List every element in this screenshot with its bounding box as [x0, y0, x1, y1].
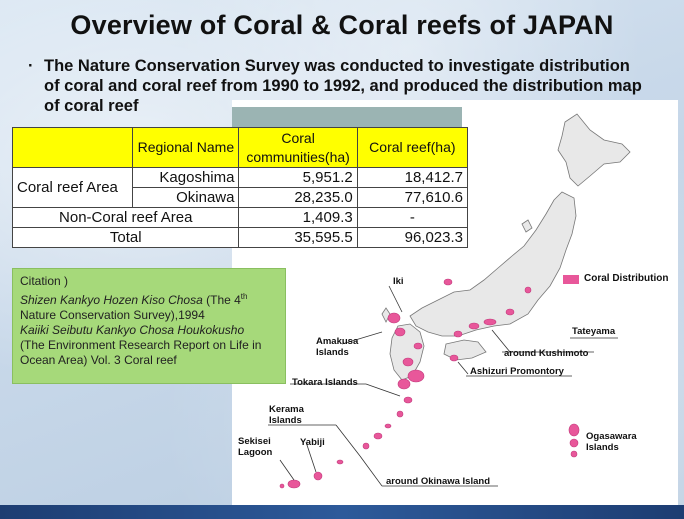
row-group-label: Coral reef Area: [11, 167, 134, 208]
table-header-cell: Coral reef(ha): [356, 127, 469, 168]
table-cell: 77,610.6: [356, 187, 469, 208]
table-cell: 28,235.0: [238, 187, 358, 208]
map-label-kerama: Kerama Islands: [269, 404, 304, 426]
citation-text: Nature Conservation Survey),1994: [20, 308, 205, 322]
map-label-tokara: Tokara Islands: [292, 377, 358, 388]
table-header-cell: Coral communities(ha): [238, 127, 358, 168]
citation-line-3: (The Environment Research Report on Life…: [20, 338, 262, 367]
map-label-amakusa: Amakusa Islands: [316, 336, 359, 358]
table-cell: Total: [11, 227, 240, 248]
table-cell: 35,595.5: [238, 227, 358, 248]
slide-title: Overview of Coral & Coral reefs of JAPAN: [70, 10, 614, 40]
map-label-okinawa: around Okinawa Island: [386, 476, 490, 487]
citation-line-2: Kaiiki Seibutu Kankyo Chosa Houkokusho: [20, 323, 278, 338]
map-label-yabiji: Yabiji: [300, 437, 325, 448]
table-cell: 1,409.3: [238, 207, 358, 228]
citation-line-1: Shizen Kankyo Hozen Kiso Chosa (The 4th …: [20, 289, 278, 323]
table-cell: Kagoshima: [132, 167, 240, 188]
table-row: Okinawa 28,235.0 77,610.6: [13, 187, 469, 208]
decorative-bar: [232, 107, 462, 127]
bullet-dot-icon: ·: [28, 57, 34, 75]
table-header-cell: Regional Name: [132, 127, 240, 168]
table-row: Total 35,595.5 96,023.3: [11, 227, 469, 248]
citation-sup: th: [240, 292, 248, 301]
table-cell: 5,951.2: [238, 167, 358, 188]
japan-map: [268, 113, 631, 489]
map-label-sekisei: Sekisei Lagoon: [238, 436, 273, 458]
map-label-iki: Iki: [393, 276, 404, 287]
table-cell: 18,412.7: [356, 167, 469, 188]
table-row: Non-Coral reef Area 1,409.3 -: [11, 207, 469, 228]
map-label-ogasawara: Ogasawara Islands: [586, 431, 637, 453]
citation-box: Citation ) Shizen Kankyo Hozen Kiso Chos…: [12, 268, 286, 384]
legend-label: Coral Distribution: [584, 273, 669, 284]
intro-text: The Nature Conservation Survey was condu…: [44, 57, 642, 115]
citation-text: (The 4: [202, 293, 241, 307]
table-cell: Okinawa: [132, 187, 240, 208]
map-label-tateyama: Tateyama: [572, 326, 616, 337]
legend-swatch: [563, 275, 579, 284]
table-cell: Non-Coral reef Area: [11, 207, 240, 228]
table-cell: -: [356, 207, 469, 228]
table-header-row: Regional Name Coral communities(ha) Cora…: [11, 127, 469, 168]
map-label-ashizuri: Ashizuri Promontory: [470, 366, 564, 377]
map-label-kushimoto: around Kushimoto: [504, 348, 589, 359]
table-row: Coral reef Area Kagoshima 5,951.2 18,412…: [11, 167, 469, 208]
coral-distribution-table: Regional Name Coral communities(ha) Cora…: [11, 127, 469, 248]
citation-heading: Citation ): [20, 274, 69, 288]
table-header-blank: [11, 127, 134, 168]
bottom-band: [0, 505, 684, 519]
intro-bullet: · The Nature Conservation Survey was con…: [28, 56, 648, 116]
table-cell: 96,023.3: [356, 227, 469, 248]
citation-title-2: Kaiiki Seibutu Kankyo Chosa Houkokusho: [20, 323, 245, 337]
citation-title-1: Shizen Kankyo Hozen Kiso Chosa: [20, 293, 203, 307]
